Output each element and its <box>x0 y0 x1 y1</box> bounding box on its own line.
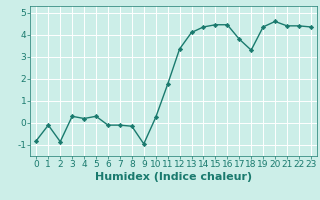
X-axis label: Humidex (Indice chaleur): Humidex (Indice chaleur) <box>95 172 252 182</box>
